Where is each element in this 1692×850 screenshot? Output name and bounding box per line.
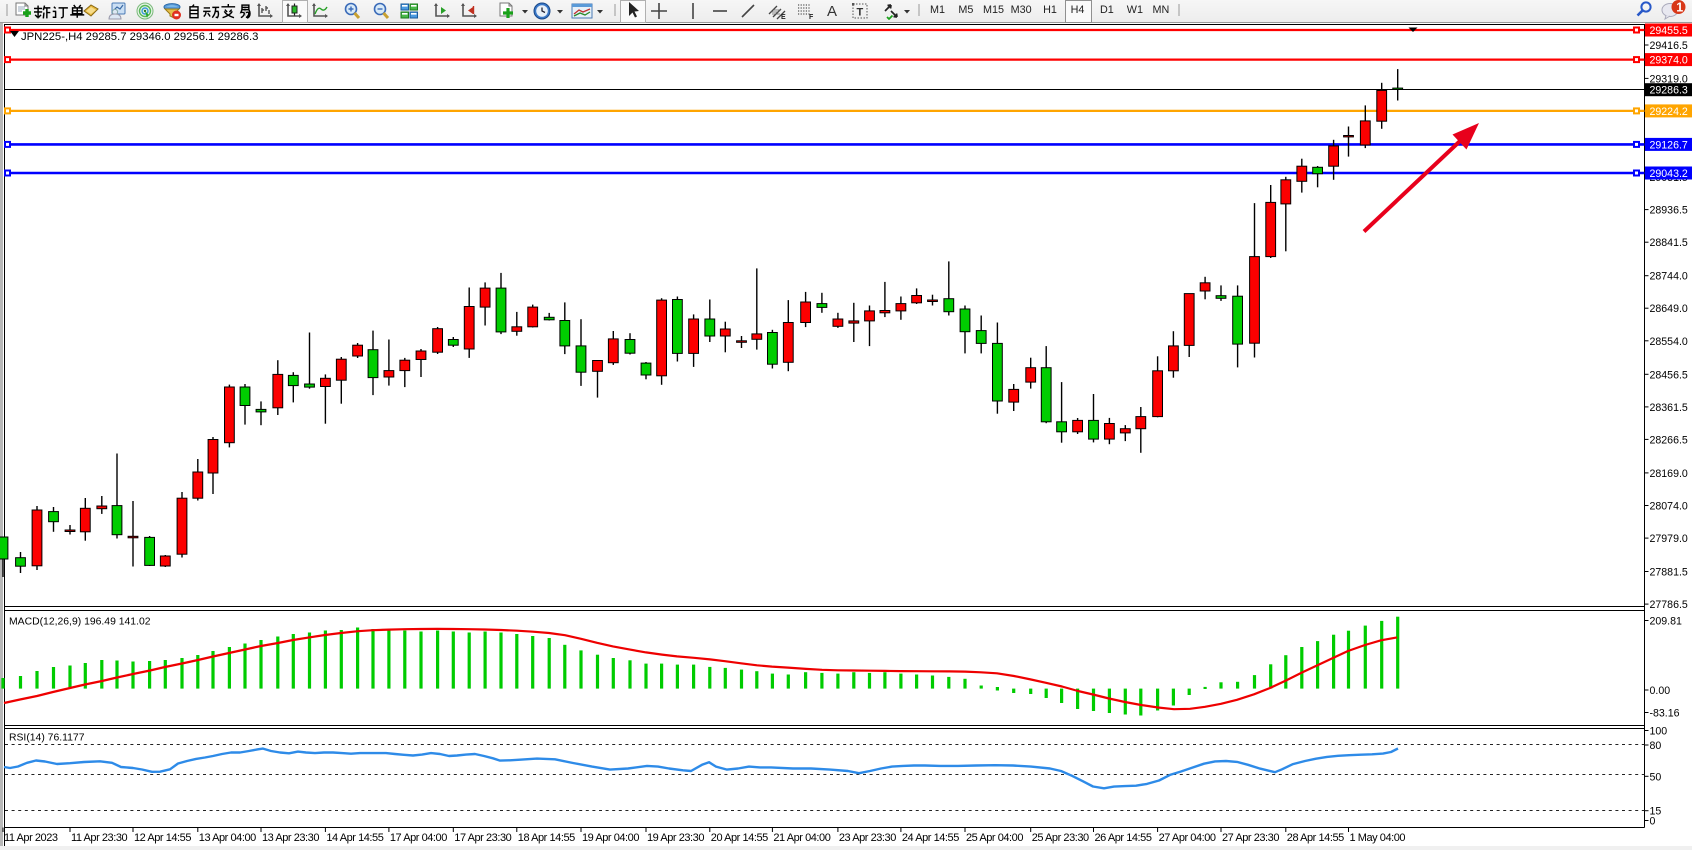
svg-text:28841.5: 28841.5	[1650, 237, 1688, 249]
svg-text:29374.0: 29374.0	[1650, 55, 1688, 67]
svg-text:209.81: 209.81	[1650, 616, 1683, 628]
svg-text:-83.16: -83.16	[1650, 708, 1680, 720]
svg-text:11 Apr 23:30: 11 Apr 23:30	[71, 832, 128, 844]
svg-text:100: 100	[1650, 726, 1668, 738]
svg-text:28266.5: 28266.5	[1650, 434, 1688, 446]
svg-text:29319.0: 29319.0	[1650, 73, 1688, 85]
svg-text:21 Apr 04:00: 21 Apr 04:00	[773, 832, 830, 844]
svg-text:80: 80	[1650, 740, 1662, 752]
svg-text:11 Apr 2023: 11 Apr 2023	[4, 832, 58, 844]
svg-text:28554.0: 28554.0	[1650, 336, 1688, 348]
svg-text:28361.5: 28361.5	[1650, 402, 1688, 414]
svg-text:19 Apr 04:00: 19 Apr 04:00	[582, 832, 639, 844]
svg-text:29043.2: 29043.2	[1650, 168, 1688, 180]
svg-text:29224.2: 29224.2	[1650, 106, 1688, 118]
svg-text:50: 50	[1650, 771, 1662, 783]
svg-text:27881.5: 27881.5	[1650, 567, 1688, 579]
svg-text:17 Apr 23:30: 17 Apr 23:30	[454, 832, 511, 844]
svg-text:1: 1	[1676, 1, 1683, 15]
svg-text:28169.0: 28169.0	[1650, 468, 1688, 480]
svg-text:JPN225-,H4 29285.7 29346.0 29: JPN225-,H4 29285.7 29346.0 29256.1 29286…	[21, 31, 258, 43]
svg-text:14 Apr 14:55: 14 Apr 14:55	[326, 832, 383, 844]
svg-text:28074.0: 28074.0	[1650, 501, 1688, 513]
svg-text:29126.7: 29126.7	[1650, 139, 1688, 151]
svg-text:A: A	[827, 3, 837, 20]
svg-text:25 Apr 04:00: 25 Apr 04:00	[966, 832, 1023, 844]
svg-text:27786.5: 27786.5	[1650, 599, 1688, 611]
svg-text:28649.0: 28649.0	[1650, 303, 1688, 315]
svg-text:27979.0: 27979.0	[1650, 533, 1688, 545]
svg-text:27 Apr 23:30: 27 Apr 23:30	[1222, 832, 1279, 844]
svg-text:RSI(14) 76.1177: RSI(14) 76.1177	[9, 733, 85, 744]
svg-text:MACD(12,26,9) 196.49 141.02: MACD(12,26,9) 196.49 141.02	[9, 617, 151, 628]
svg-text:F: F	[809, 14, 814, 20]
svg-text:15: 15	[1650, 806, 1662, 818]
svg-text:29286.3: 29286.3	[1650, 85, 1688, 97]
svg-text:28936.5: 28936.5	[1650, 205, 1688, 217]
svg-text:20 Apr 14:55: 20 Apr 14:55	[711, 832, 768, 844]
svg-text:1 May 04:00: 1 May 04:00	[1350, 832, 1406, 844]
svg-text:12 Apr 14:55: 12 Apr 14:55	[134, 832, 191, 844]
svg-text:28 Apr 14:55: 28 Apr 14:55	[1287, 832, 1344, 844]
svg-text:28456.5: 28456.5	[1650, 369, 1688, 381]
svg-text:24 Apr 14:55: 24 Apr 14:55	[902, 832, 959, 844]
svg-text:E: E	[781, 14, 786, 20]
svg-text:27 Apr 04:00: 27 Apr 04:00	[1159, 832, 1216, 844]
svg-text:T: T	[857, 7, 864, 19]
svg-text:25 Apr 23:30: 25 Apr 23:30	[1032, 832, 1089, 844]
svg-text:29455.5: 29455.5	[1650, 25, 1688, 37]
svg-text:23 Apr 23:30: 23 Apr 23:30	[839, 832, 896, 844]
svg-text:19 Apr 23:30: 19 Apr 23:30	[647, 832, 704, 844]
svg-text:18 Apr 14:55: 18 Apr 14:55	[518, 832, 575, 844]
svg-text:13 Apr 04:00: 13 Apr 04:00	[199, 832, 256, 844]
svg-text:13 Apr 23:30: 13 Apr 23:30	[262, 832, 319, 844]
svg-text:29416.5: 29416.5	[1650, 40, 1688, 52]
svg-text:28744.0: 28744.0	[1650, 271, 1688, 283]
svg-text:17 Apr 04:00: 17 Apr 04:00	[390, 832, 447, 844]
svg-text:0: 0	[1650, 816, 1656, 828]
svg-text:0.00: 0.00	[1650, 685, 1671, 697]
svg-text:26 Apr 14:55: 26 Apr 14:55	[1095, 832, 1152, 844]
